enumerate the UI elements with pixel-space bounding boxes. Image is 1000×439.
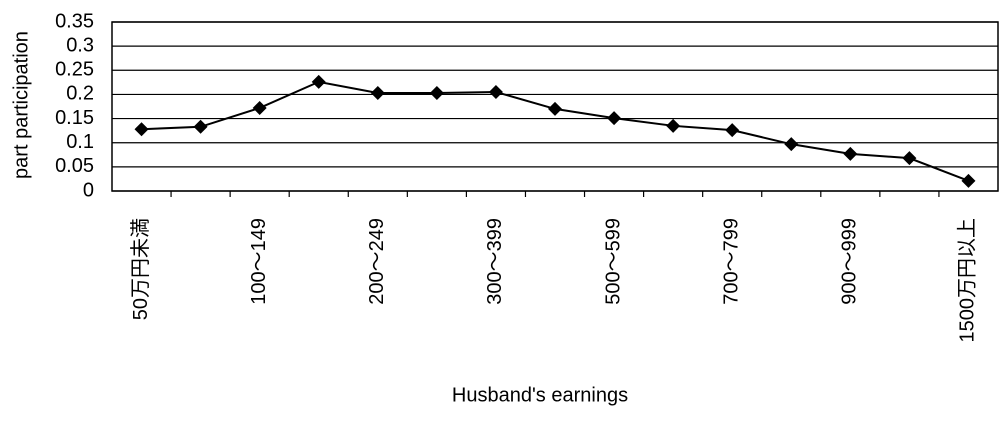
marker <box>134 122 149 137</box>
marker <box>548 101 562 116</box>
x-tick-label: 700～799 <box>720 218 742 305</box>
x-tick-label: 200～249 <box>366 218 388 305</box>
marker <box>429 85 444 100</box>
marker <box>902 151 917 166</box>
x-tick-label: 500～599 <box>602 218 624 305</box>
y-tick-label: 0.25 <box>55 59 94 81</box>
marker <box>252 100 267 115</box>
y-tick-label: 0.3 <box>66 34 94 56</box>
marker <box>193 119 208 134</box>
y-tick-label: 0.05 <box>55 155 94 177</box>
y-tick-label: 0.35 <box>55 10 94 32</box>
marker <box>725 123 740 138</box>
marker <box>666 118 681 133</box>
marker <box>784 137 799 152</box>
y-tick-label: 0.1 <box>66 131 94 153</box>
marker <box>843 146 858 161</box>
y-axis-label: part participation <box>10 31 32 179</box>
marker <box>311 74 326 89</box>
y-tick-label: 0 <box>83 179 94 201</box>
x-tick-label: 900～999 <box>839 218 861 305</box>
x-tick-label: 1500万円以上 <box>956 218 979 343</box>
x-tick-label: 100～149 <box>248 218 270 305</box>
marker <box>370 85 385 100</box>
y-tick-label: 0.15 <box>55 107 94 129</box>
marker <box>607 111 622 126</box>
x-axis-label: Husband's earnings <box>452 384 628 406</box>
marker <box>961 173 976 188</box>
y-tick-label: 0.2 <box>66 83 94 105</box>
x-tick-label: 50万円未満 <box>129 218 152 320</box>
x-tick-label: 300～399 <box>484 218 506 305</box>
marker <box>488 85 503 100</box>
